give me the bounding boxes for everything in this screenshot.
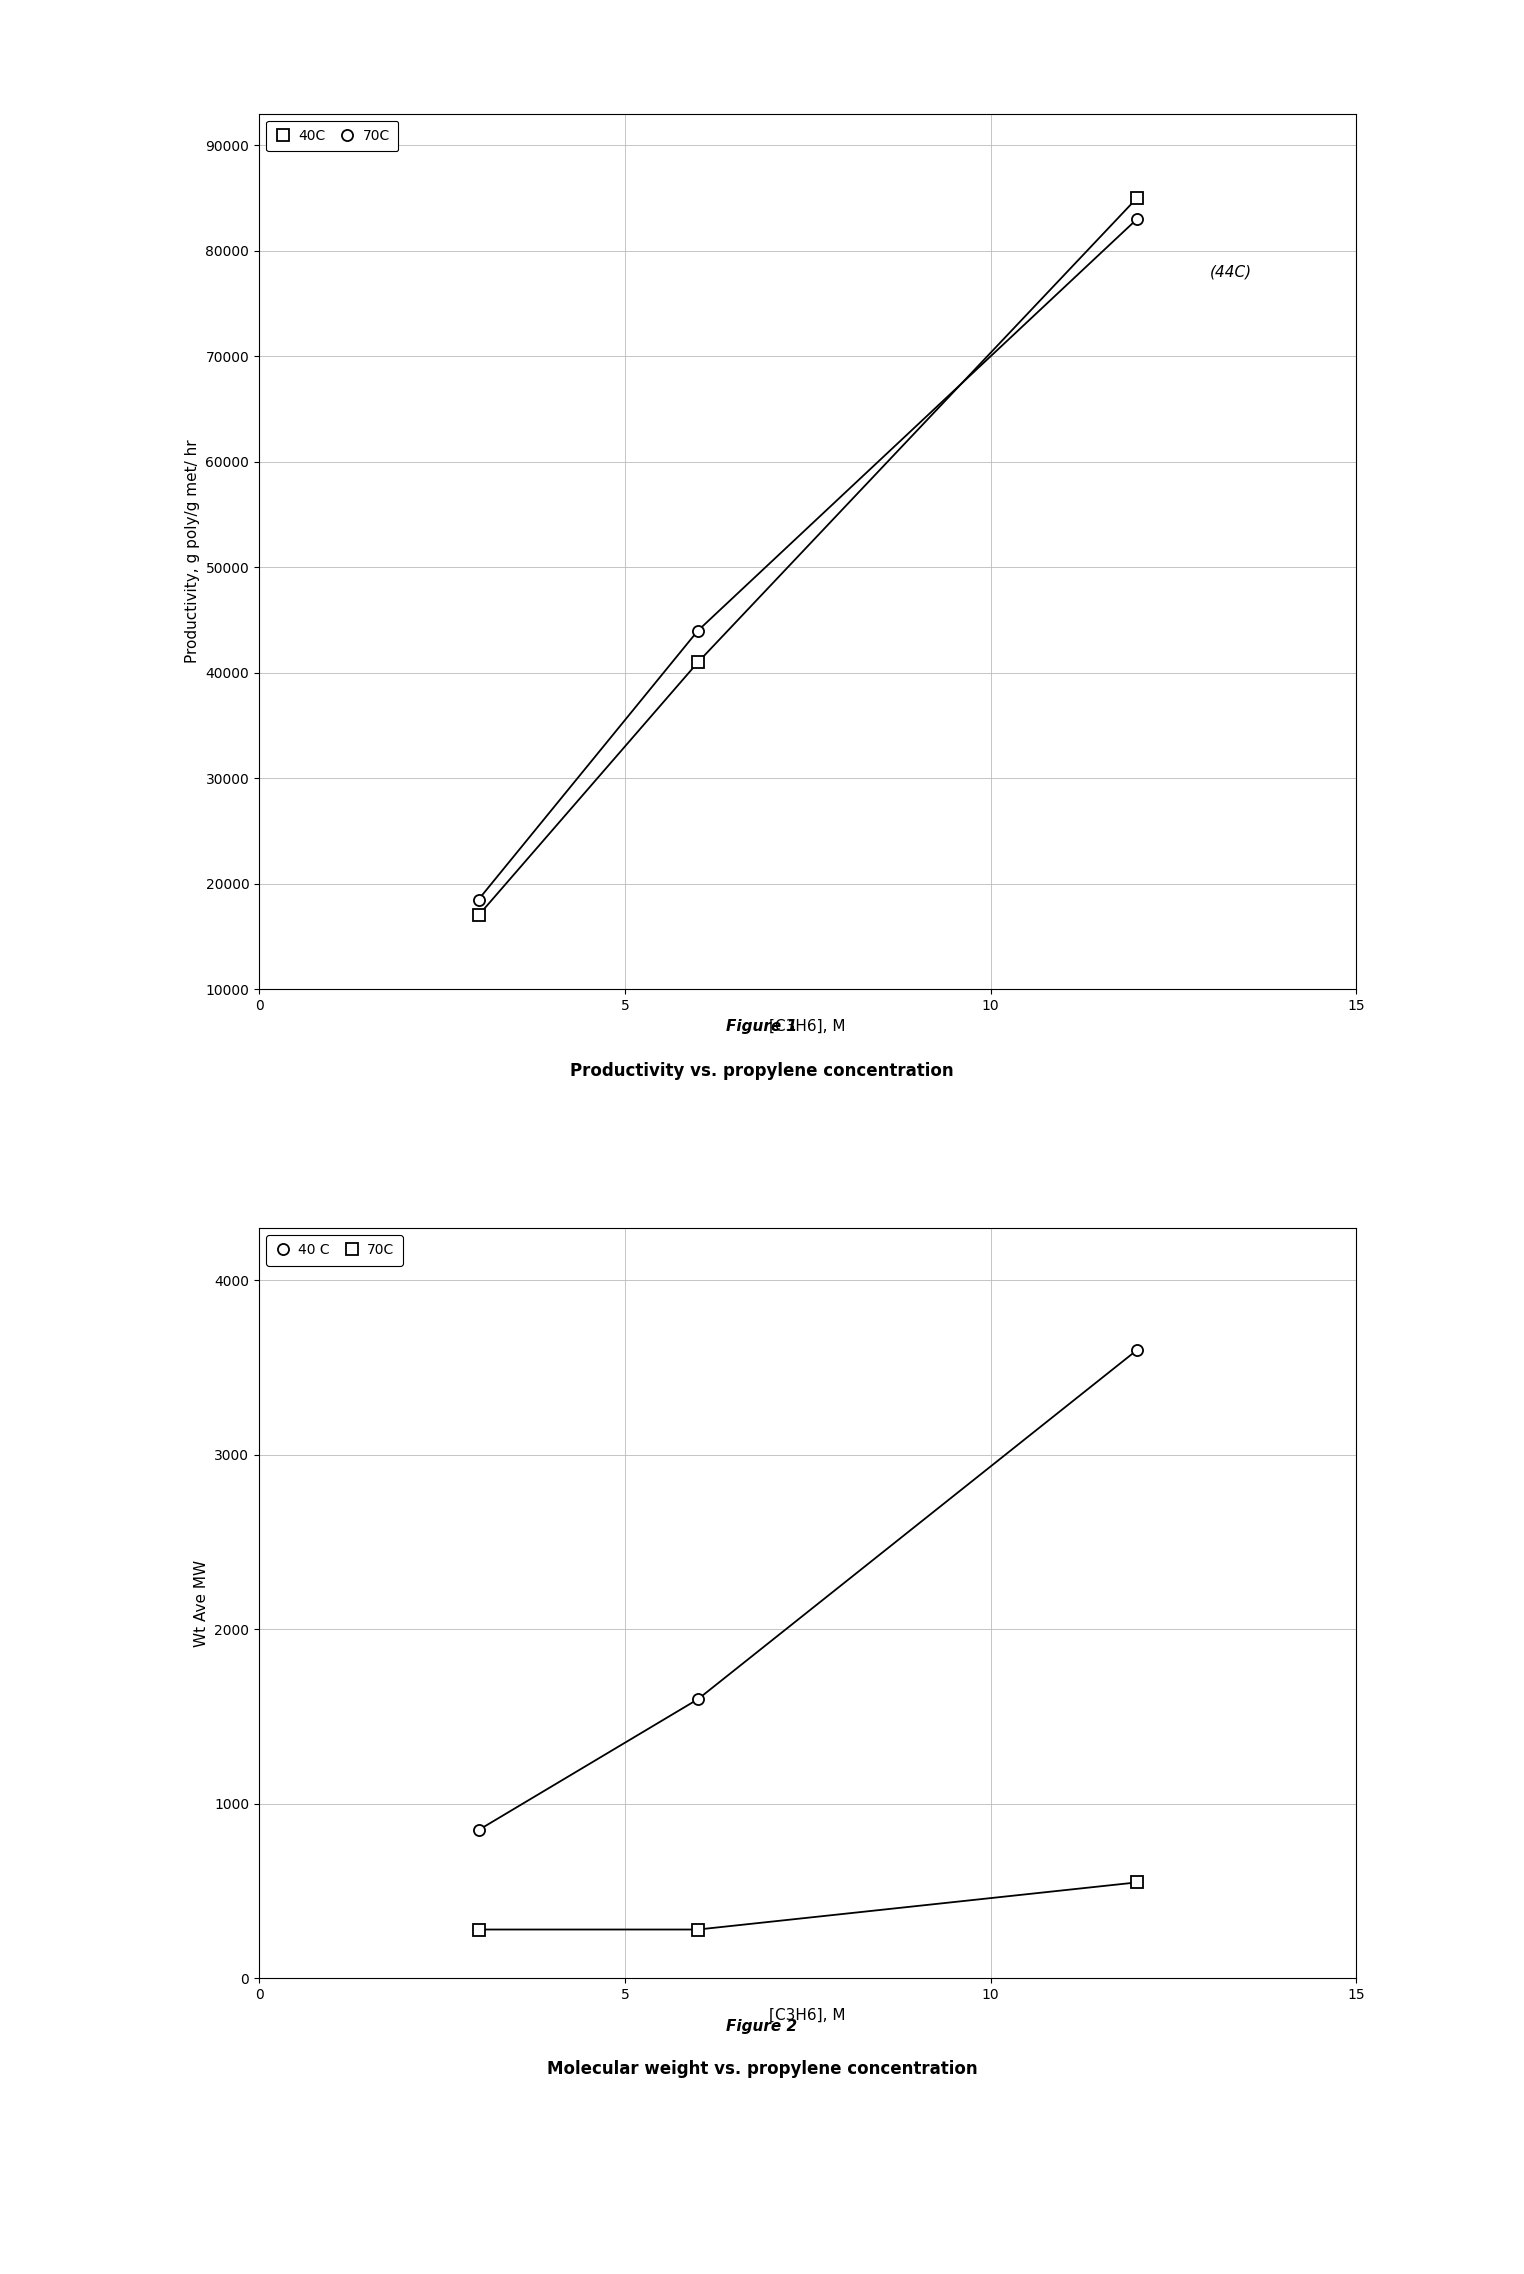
Text: Figure 1: Figure 1	[727, 1019, 797, 1035]
Text: Productivity vs. propylene concentration: Productivity vs. propylene concentration	[570, 1062, 954, 1080]
Y-axis label: Wt Ave MW: Wt Ave MW	[194, 1560, 209, 1646]
Y-axis label: Productivity, g poly/g met/ hr: Productivity, g poly/g met/ hr	[184, 439, 200, 664]
Legend: 40C, 70C: 40C, 70C	[267, 121, 398, 152]
Text: (44C): (44C)	[1210, 264, 1253, 280]
X-axis label: [C3H6], M: [C3H6], M	[770, 2008, 846, 2022]
X-axis label: [C3H6], M: [C3H6], M	[770, 1019, 846, 1032]
Legend: 40 C, 70C: 40 C, 70C	[267, 1235, 402, 1267]
Text: Figure 2: Figure 2	[727, 2019, 797, 2035]
Text: Molecular weight vs. propylene concentration: Molecular weight vs. propylene concentra…	[547, 2060, 977, 2078]
